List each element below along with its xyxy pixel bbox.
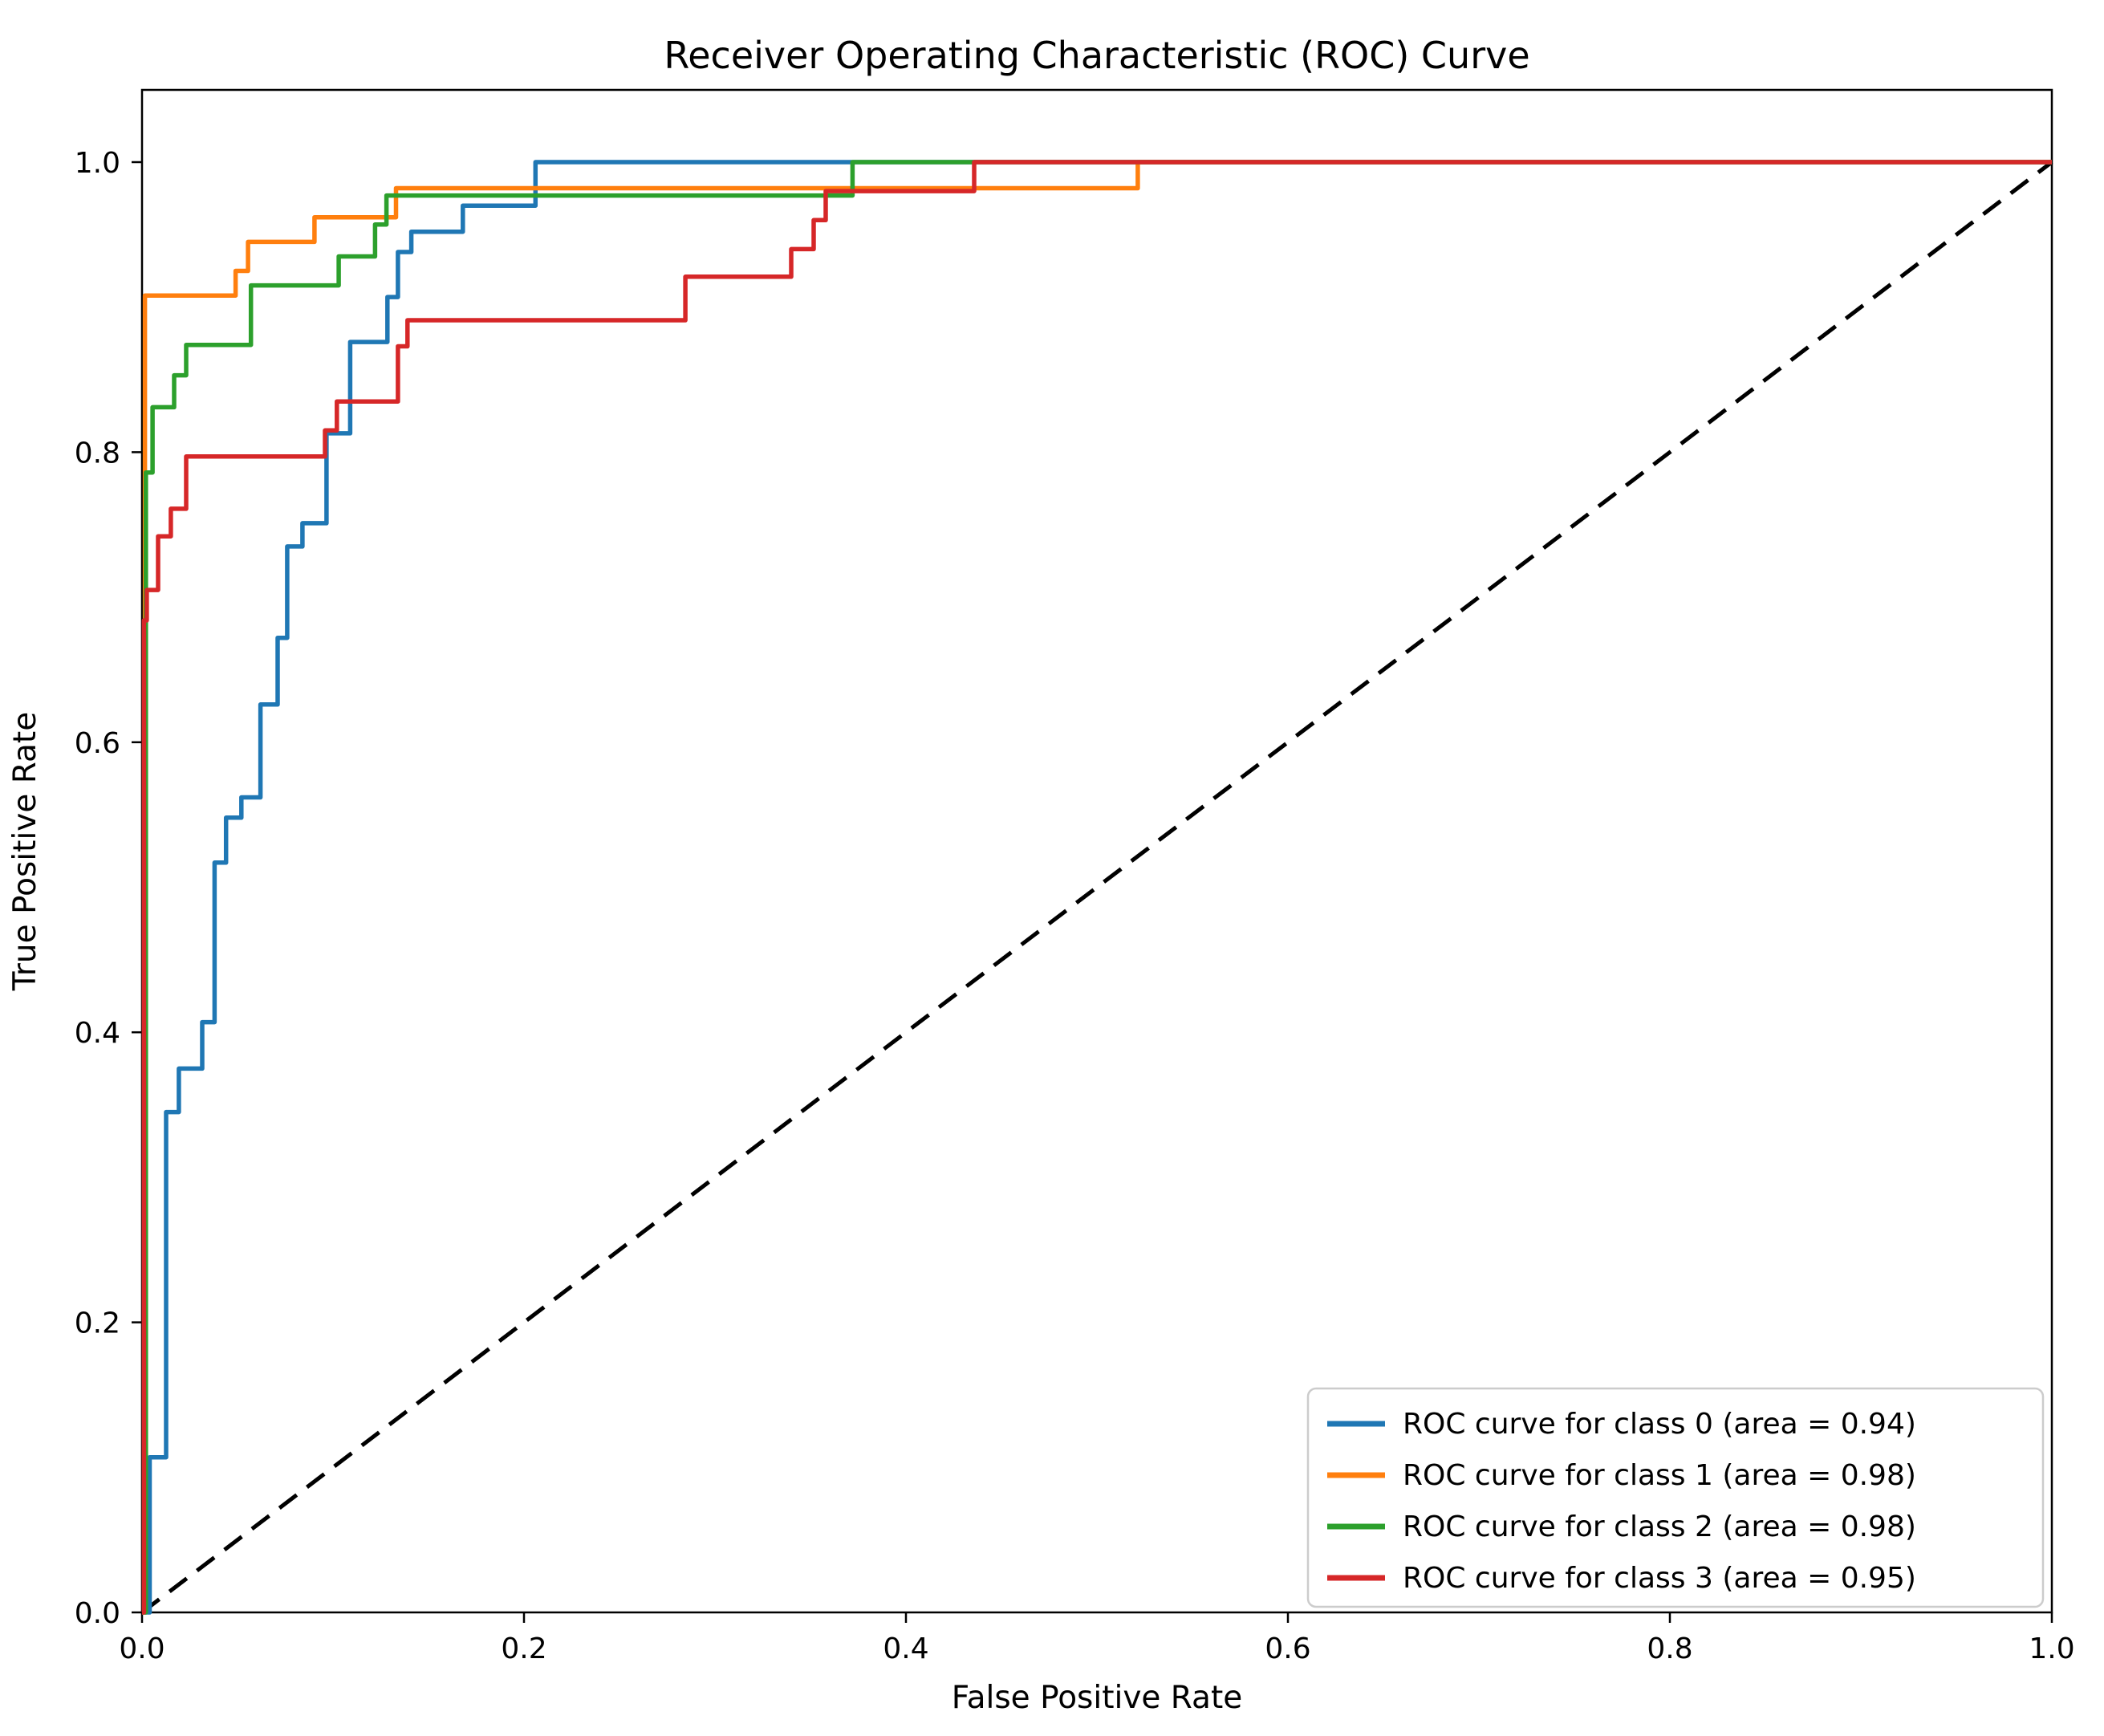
chart-title: Receiver Operating Characteristic (ROC) … — [664, 34, 1529, 77]
roc-curve-class-1 — [142, 160, 2052, 1615]
x-tick-label: 0.6 — [1265, 1632, 1310, 1665]
legend-label-class-2: ROC curve for class 2 (area = 0.98) — [1403, 1510, 1916, 1543]
y-tick-label: 0.8 — [75, 437, 120, 470]
roc-curve-class-0 — [142, 160, 2052, 1615]
x-tick-label: 1.0 — [2029, 1632, 2074, 1665]
y-axis-label: True Positive Rate — [7, 712, 43, 991]
legend-box — [1306, 1387, 2045, 1608]
legend-label-class-1: ROC curve for class 1 (area = 0.98) — [1403, 1459, 1916, 1492]
x-tick-label: 0.0 — [119, 1632, 165, 1665]
roc-curve-class-2 — [142, 160, 2052, 1615]
y-tick-label: 0.6 — [75, 727, 120, 760]
y-tick-label: 0.2 — [75, 1307, 120, 1340]
x-axis-label: False Positive Rate — [952, 1680, 1242, 1716]
roc-curve-class-3 — [141, 160, 2052, 1615]
y-tick-label: 1.0 — [75, 147, 120, 180]
y-tick-label: 0.4 — [75, 1017, 120, 1050]
legend-label-class-3: ROC curve for class 3 (area = 0.95) — [1403, 1562, 1916, 1595]
x-tick-label: 0.4 — [883, 1632, 928, 1665]
x-tick-label: 0.8 — [1647, 1632, 1692, 1665]
y-tick-label: 0.0 — [75, 1597, 120, 1630]
x-tick-label: 0.2 — [501, 1632, 546, 1665]
chance-diagonal-line — [140, 161, 2053, 1614]
legend-label-class-0: ROC curve for class 0 (area = 0.94) — [1403, 1408, 1916, 1441]
